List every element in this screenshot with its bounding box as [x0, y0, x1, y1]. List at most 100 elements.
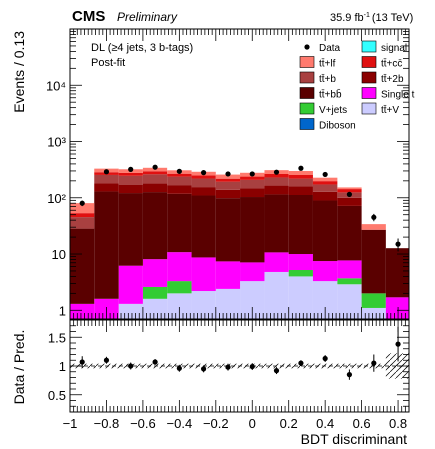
bar-segment	[215, 189, 241, 199]
ratio-point	[176, 365, 182, 371]
bar-segment	[264, 252, 289, 272]
bar-segment	[361, 224, 386, 230]
bar-segment	[191, 187, 216, 196]
legend-swatch	[299, 56, 315, 68]
bar-segment	[167, 173, 192, 177]
y-tick-label: 10	[52, 247, 66, 262]
legend-label: tt̄+lf	[319, 57, 336, 69]
bar-segment	[288, 186, 313, 196]
bar-segment	[385, 297, 409, 319]
legend-label: tt̄+cc̄	[381, 57, 402, 69]
bar-segment	[312, 200, 338, 262]
bar-segment	[361, 293, 386, 308]
fit-label: Post-fit	[91, 57, 125, 69]
data-points	[79, 164, 401, 252]
legend-label: tt̄+bb̄	[319, 88, 342, 101]
bar-segment	[312, 184, 338, 192]
legend-swatch	[299, 102, 315, 115]
ratio-points	[79, 326, 401, 380]
bar-segment	[142, 171, 168, 175]
bar-segment	[337, 278, 362, 285]
bar-segment	[337, 205, 362, 261]
status-label: Preliminary	[117, 10, 178, 24]
bar-segment	[240, 262, 265, 282]
data-point	[273, 169, 280, 175]
x-tick-label: −0.6	[130, 416, 156, 431]
ratio-y-axis-title: Data / Pred.	[11, 330, 27, 405]
legend-swatch	[361, 71, 377, 84]
legend-label: signal	[381, 43, 407, 54]
bar-segment	[240, 176, 265, 180]
bar-segment	[167, 176, 192, 186]
ratio-point	[322, 355, 328, 362]
bar-segment	[167, 185, 192, 194]
ratio-point	[128, 363, 134, 369]
axes: 1 10 10² 10³ 10⁴ 0.5 1 1.5 −1 −0.8 −0.6 −0.4 −0.2 0 0.…	[46, 28, 410, 431]
ratio-y-tick-label: 1	[59, 359, 66, 374]
legend-label: tt̄+2b	[381, 73, 404, 85]
ratio-point	[225, 364, 231, 370]
bar-segment	[312, 261, 338, 282]
data-point	[249, 171, 255, 177]
y-tick-label: 10⁴	[46, 78, 66, 93]
ratio-point	[298, 360, 304, 366]
y-axis-title: Events / 0.13	[11, 31, 27, 113]
legend-label: tt̄+V	[381, 104, 399, 116]
legend-swatch	[361, 87, 377, 99]
bar-segment	[288, 195, 313, 255]
bar-segment	[312, 191, 338, 201]
x-tick-label: −0.2	[203, 416, 229, 431]
ratio-point	[273, 368, 280, 374]
ratio-y-tick-label: 0.5	[48, 388, 66, 403]
bar-segment	[191, 257, 216, 292]
ratio-point	[79, 359, 85, 365]
legend-label: tt̄+b	[319, 73, 336, 85]
data-point	[128, 166, 134, 172]
data-point	[395, 241, 401, 247]
legend-swatch	[299, 71, 315, 84]
bar-segment	[215, 261, 241, 289]
bar-segment	[337, 187, 362, 190]
bar-segment	[94, 191, 119, 299]
bar-segment	[385, 248, 409, 298]
legend-label: Single t	[381, 90, 415, 101]
stacked-histogram	[70, 167, 409, 319]
x-axis-title: BDT discriminant	[301, 431, 407, 447]
legend-swatch	[361, 102, 377, 115]
bar-segment	[337, 197, 362, 206]
data-point	[298, 165, 304, 171]
region-label: DL (≥4 jets, 3 b-tags)	[91, 42, 193, 54]
ratio-point	[103, 357, 110, 363]
bar-segment	[167, 193, 192, 253]
bar-segment	[94, 183, 119, 192]
bar-segment	[142, 192, 168, 260]
bar-segment	[264, 177, 289, 186]
bar-segment	[191, 178, 216, 188]
legend-label: V+jets	[319, 105, 347, 116]
data-point	[200, 170, 207, 176]
bar-segment	[70, 217, 95, 229]
legend-marker	[304, 44, 310, 50]
bar-segment	[167, 252, 192, 282]
data-point	[371, 214, 377, 220]
bar-segment	[337, 260, 362, 279]
experiment-label: CMS	[72, 8, 105, 25]
bar-segment	[142, 259, 168, 287]
y-tick-label: 10²	[47, 191, 66, 206]
x-tick-label: 0.8	[389, 416, 407, 431]
bar-segment	[142, 286, 168, 299]
legend-swatch	[361, 40, 377, 53]
data-point	[103, 169, 110, 175]
x-tick-label: 0.2	[280, 416, 298, 431]
legend-label: Diboson	[319, 121, 356, 132]
bar-segment	[94, 174, 119, 184]
bar-segment	[191, 195, 216, 258]
data-point	[152, 164, 158, 170]
bar-segment	[142, 174, 168, 184]
bar-segment	[240, 188, 265, 198]
ratio-y-tick-label: 1.5	[48, 330, 66, 345]
bar-segment	[118, 175, 143, 185]
bar-segment	[70, 213, 95, 218]
ratio-point	[152, 359, 158, 365]
